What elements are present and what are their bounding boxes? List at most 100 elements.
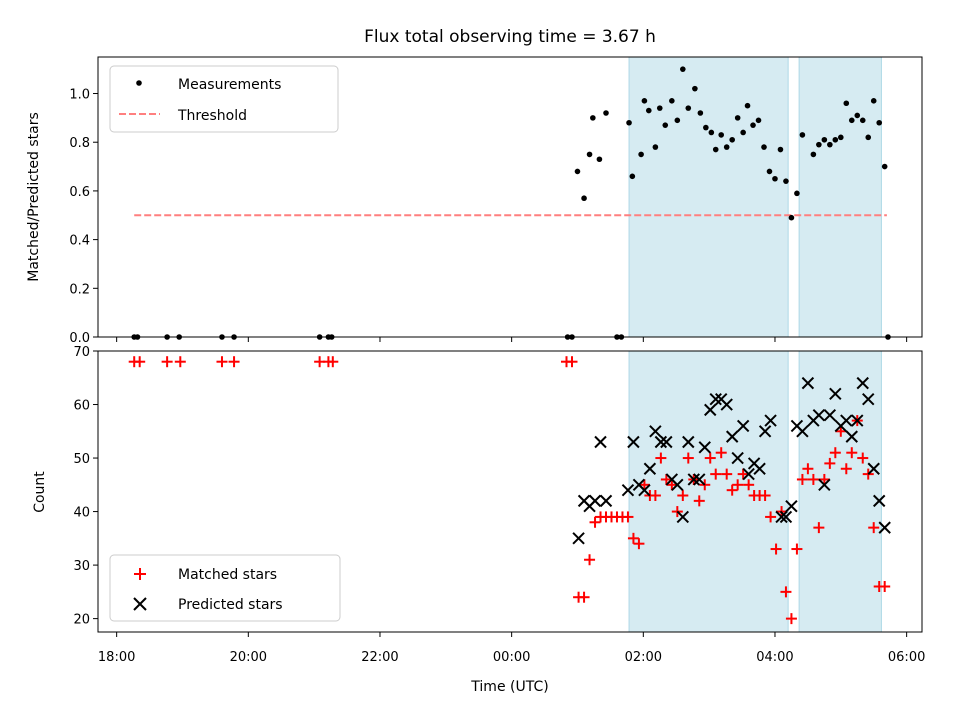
matched-stars-point: [846, 447, 858, 459]
bottom-y-tick-label: 70: [73, 345, 90, 360]
predicted-stars-point: [649, 425, 662, 438]
top-y-tick-label: 0.0: [69, 331, 90, 346]
matched-stars-point: [879, 581, 891, 593]
matched-stars-point: [770, 543, 782, 555]
x-tick-label: 22:00: [361, 650, 398, 665]
predicted-stars-point: [594, 435, 607, 449]
measurement-point: [843, 100, 850, 107]
measurement-point: [729, 136, 735, 143]
measurement-point: [772, 175, 778, 182]
matched-stars-point: [622, 511, 634, 523]
measurement-point: [629, 173, 636, 180]
predicted-stars-point: [845, 430, 858, 443]
measurement-point: [626, 119, 632, 126]
bottom-legend: Matched stars Predicted stars: [109, 554, 341, 622]
predicted-stars-point: [682, 435, 695, 449]
measurement-point: [596, 156, 603, 163]
matched-stars-point: [704, 452, 716, 464]
x-tick-label: 20:00: [230, 650, 267, 665]
predicted-stars-point: [818, 478, 831, 492]
predicted-stars-point: [878, 521, 891, 534]
x-tick-label: 18:00: [98, 650, 135, 665]
top-y-tick-label: 0.2: [69, 282, 90, 297]
matched-stars-point: [174, 356, 186, 368]
measurement-point: [712, 146, 719, 153]
x-axis-label: Time (UTC): [470, 679, 548, 695]
predicted-stars-point: [638, 483, 651, 497]
predicted-stars-point: [698, 441, 711, 454]
measurement-point: [708, 129, 715, 136]
predicted-stars-point: [643, 462, 657, 475]
measurement-point: [788, 214, 795, 221]
x-tick-label: 06:00: [888, 650, 925, 665]
top-observing-window: [628, 56, 789, 338]
measurement-point: [703, 124, 709, 131]
matched-stars-point: [857, 452, 869, 464]
top-y-tick-label: 1.0: [69, 88, 90, 103]
measurement-point: [870, 98, 877, 104]
x-tick-label: 02:00: [625, 650, 662, 665]
matched-stars-point: [682, 452, 694, 464]
predicted-stars-point: [599, 494, 613, 508]
matched-stars-point: [813, 522, 825, 534]
matched-stars-point: [818, 473, 830, 485]
matched-stars-point: [721, 468, 733, 480]
measurement-point: [838, 134, 844, 141]
measurement-point: [750, 122, 756, 128]
predicted-stars-point: [660, 435, 673, 449]
predicted-stars-point: [873, 494, 886, 508]
legend-predicted-label: Predicted stars: [178, 597, 283, 613]
bottom-y-tick-label: 40: [73, 506, 90, 521]
matched-stars-point: [791, 543, 803, 555]
measurement-point: [744, 102, 751, 109]
matched-stars-point: [627, 532, 639, 544]
bottom-y-tick-label: 60: [73, 399, 90, 414]
matched-stars-point: [726, 484, 738, 496]
matched-stars-point: [566, 356, 578, 368]
matched-stars-point: [649, 490, 661, 502]
predicted-stars-point: [840, 414, 853, 427]
measurement-point: [832, 136, 839, 143]
measurement-point: [848, 117, 855, 124]
predicted-stars-point: [720, 398, 733, 411]
top-observing-window: [798, 56, 882, 338]
legend-predicted-marker: [133, 597, 147, 611]
top-y-axis-label: Matched/Predicted stars: [26, 112, 42, 282]
chart-title: Flux total observing time = 3.67 h: [364, 27, 656, 47]
predicted-stars-point: [867, 462, 880, 475]
measurement-point: [723, 144, 730, 150]
measurement-point: [674, 117, 681, 124]
measurement-point: [783, 178, 789, 184]
measurement-point: [692, 85, 698, 92]
predicted-stars-point: [588, 494, 602, 508]
matched-stars-point: [578, 591, 590, 603]
matched-stars-point: [868, 522, 880, 534]
measurement-point: [761, 144, 767, 150]
measurement-point: [794, 190, 800, 197]
top-panel: 0.0 0.2 0.4 0.6 0.8 1.0: [69, 56, 923, 346]
predicted-stars-point: [731, 451, 744, 465]
bottom-y-axis-label: Count: [32, 471, 48, 513]
predicted-stars-point: [829, 387, 842, 401]
predicted-stars-point: [572, 532, 585, 545]
bottom-y-tick-label: 20: [73, 613, 90, 628]
matched-stars-point: [677, 490, 689, 502]
matched-stars-point: [715, 447, 727, 459]
matched-stars-point: [759, 490, 771, 502]
predicted-stars-point: [736, 419, 750, 433]
measurement-point: [641, 98, 648, 104]
matched-stars-point: [666, 479, 678, 491]
predicted-stars-point: [709, 392, 722, 406]
measurement-point: [755, 117, 762, 124]
predicted-stars-point: [671, 478, 684, 492]
measurement-point: [574, 168, 581, 175]
measurement-point: [718, 132, 725, 138]
measurement-point: [821, 136, 828, 143]
top-axes-frame: [97, 56, 923, 338]
matched-stars-point: [660, 473, 672, 485]
top-legend: Measurements Threshold: [109, 65, 339, 133]
measurement-point: [586, 151, 593, 158]
matched-stars-point: [633, 538, 645, 550]
predicted-stars-point: [823, 409, 837, 422]
